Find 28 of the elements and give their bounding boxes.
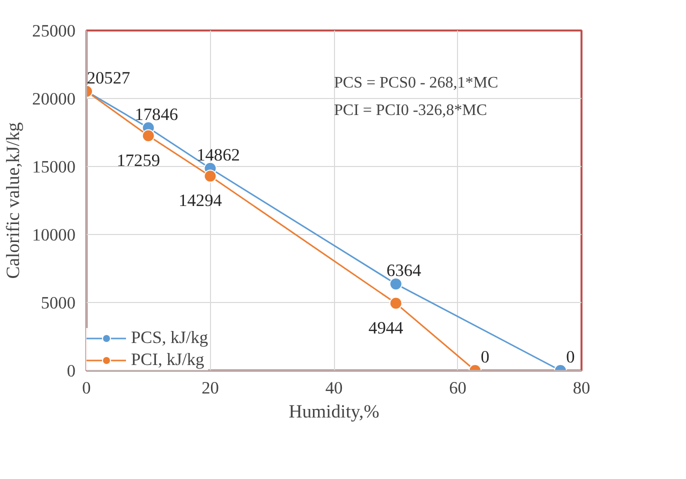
point <box>142 129 155 142</box>
annotation: PCS = PCS0 - 268,1*MC <box>334 74 498 92</box>
x-tick-label: 0 <box>82 378 91 398</box>
x-tick-label: 60 <box>449 378 466 398</box>
y-tick-label: 5000 <box>40 294 76 312</box>
data-label: 4944 <box>368 318 404 338</box>
y-tick-label: 0 <box>66 362 76 380</box>
y-tick-label: 15000 <box>32 158 76 176</box>
x-tick-label: 40 <box>325 378 343 398</box>
y-tick-label: 20000 <box>32 90 76 108</box>
annotation: PCI = PCI0 -326,8*MC <box>334 102 488 119</box>
data-label: 0 <box>566 348 575 366</box>
data-label: 17846 <box>134 104 178 124</box>
x-axis-title: Humidity,% <box>288 402 380 422</box>
data-label: 14294 <box>178 191 222 210</box>
y-tick-label: 10000 <box>32 226 76 244</box>
point <box>204 170 217 183</box>
y-axis-title: Calorific value,kJ/kg <box>3 122 24 279</box>
legend-label: PCS, kJ/kg <box>131 328 208 348</box>
data-label: 6364 <box>386 260 422 280</box>
x-tick-label: 80 <box>572 378 590 398</box>
data-label: 0 <box>480 348 490 366</box>
data-label: 20527 <box>86 68 130 88</box>
x-tick-label: 20 <box>202 378 219 398</box>
data-label: 14862 <box>196 145 240 164</box>
legend-label: PCI, kJ/kg <box>131 350 204 370</box>
y-tick-label: 25000 <box>32 22 76 40</box>
data-label: 17259 <box>116 150 160 170</box>
